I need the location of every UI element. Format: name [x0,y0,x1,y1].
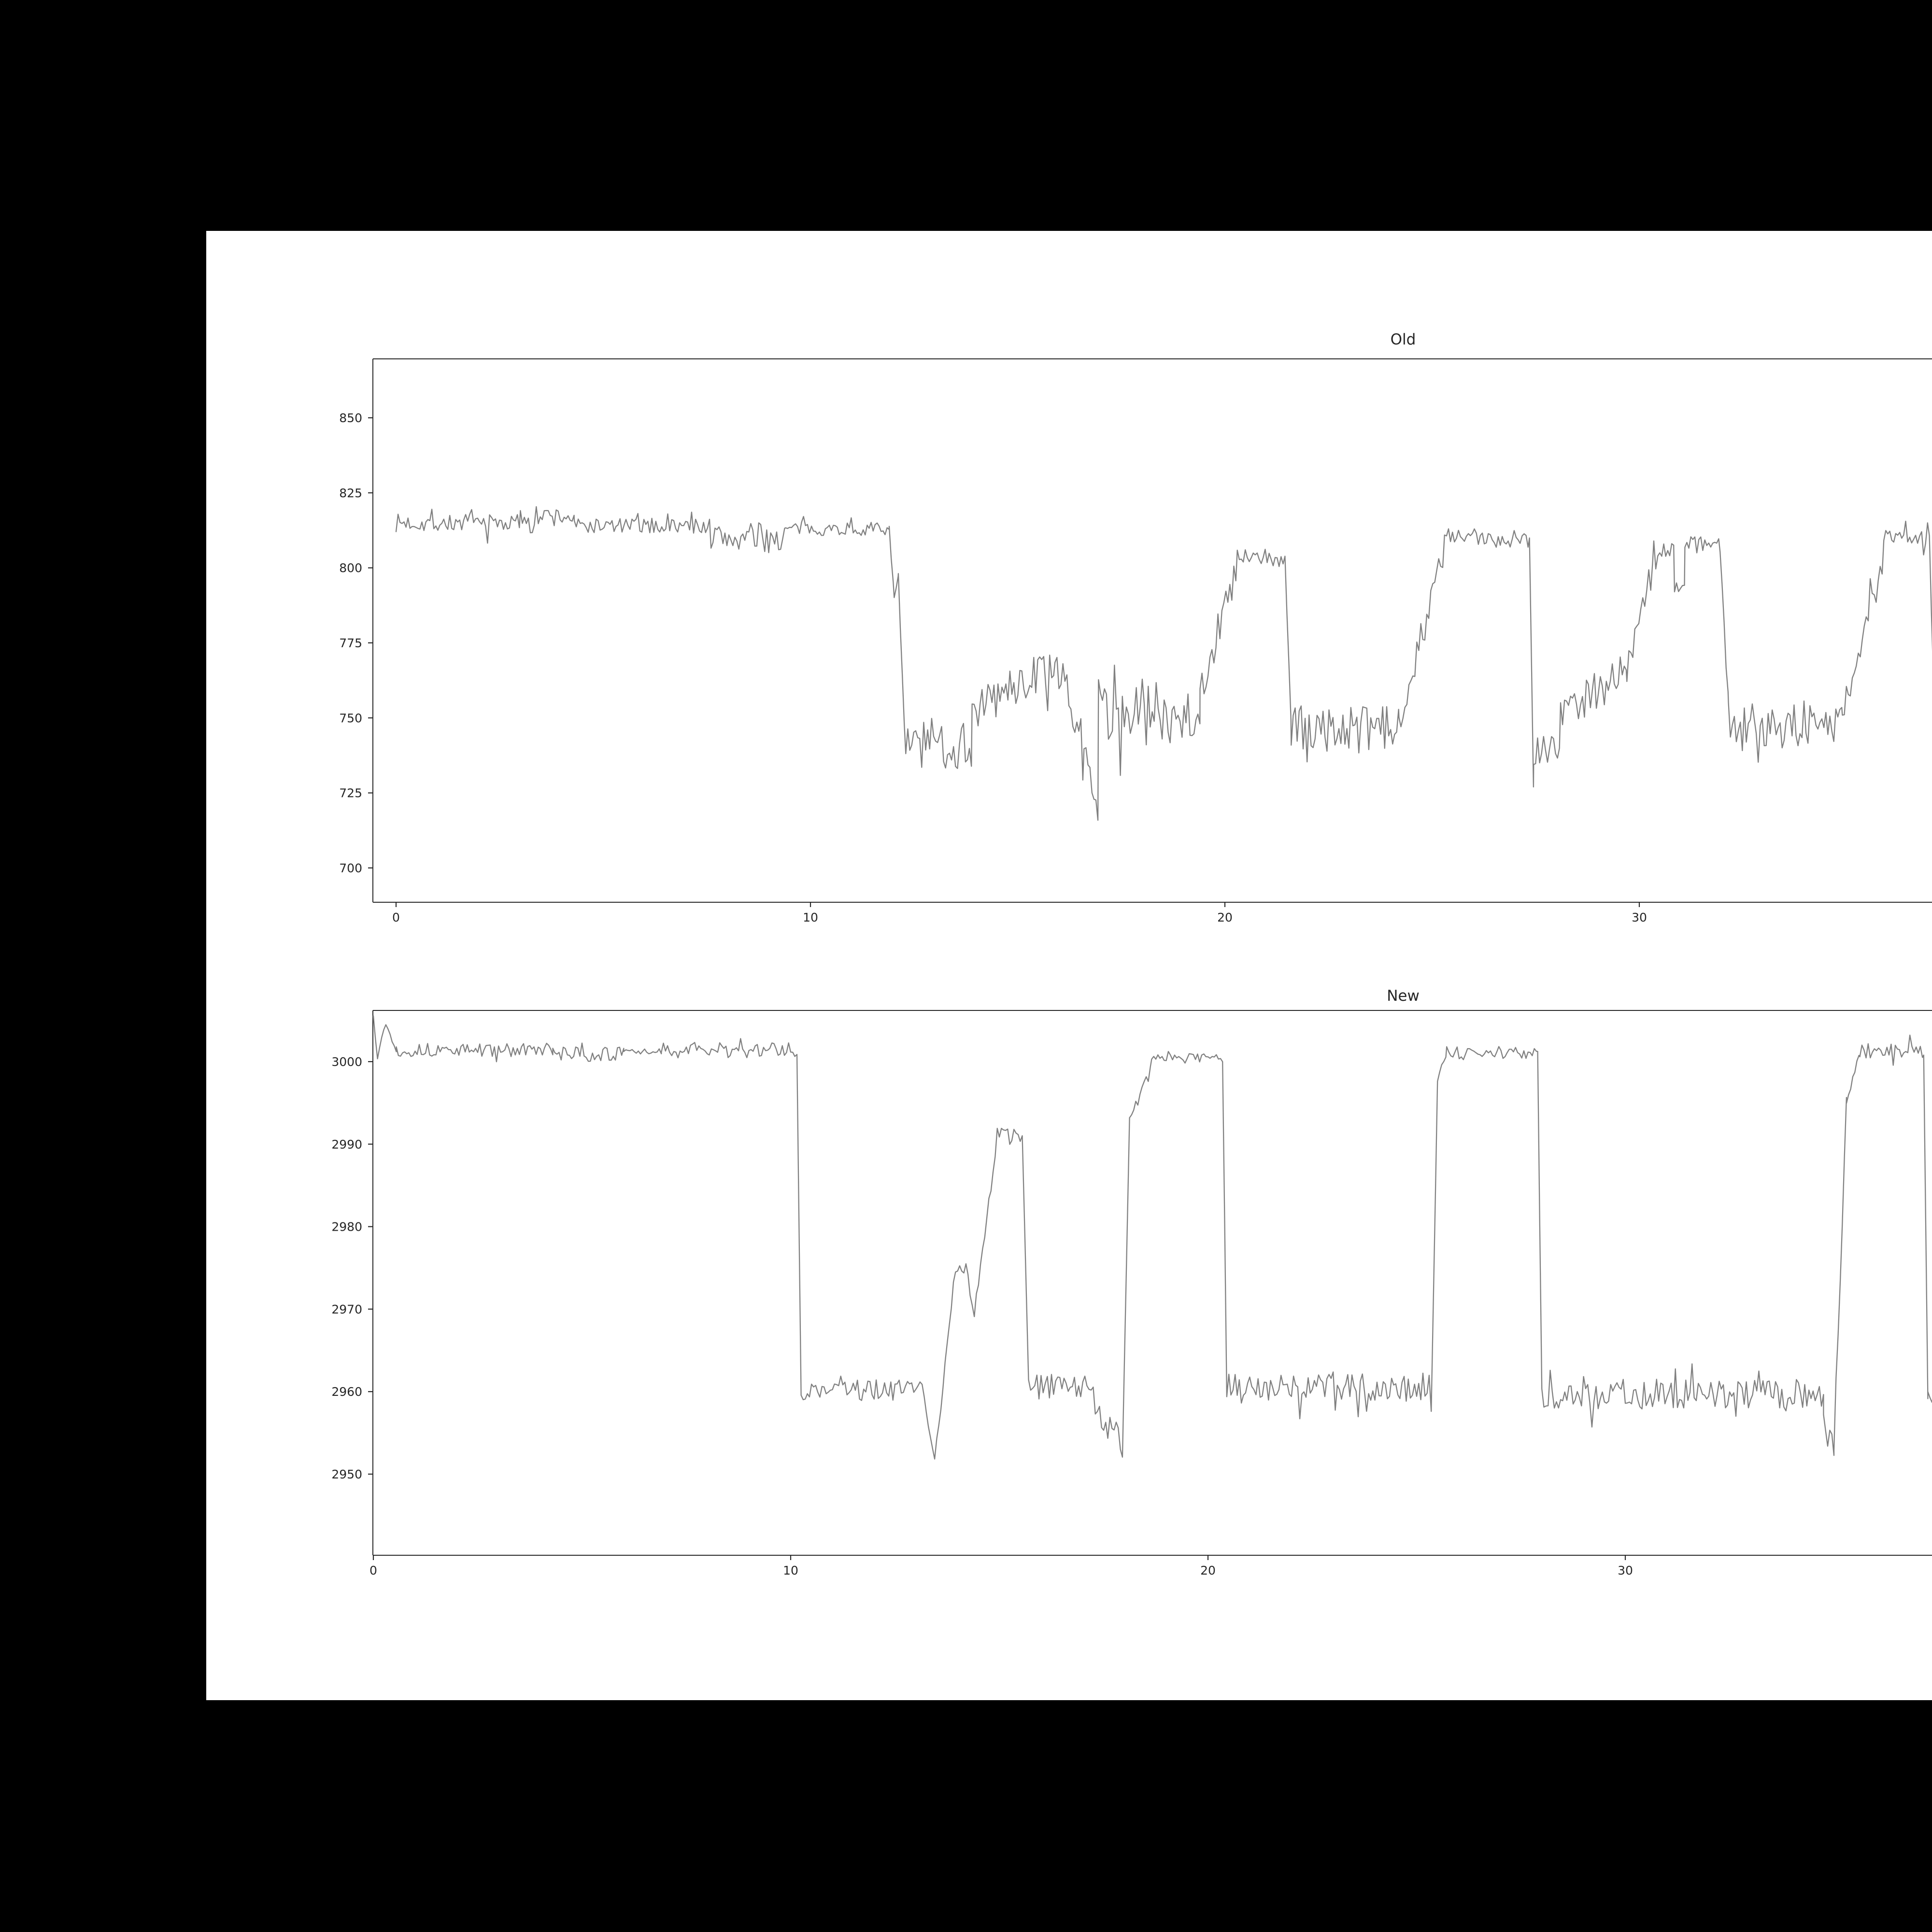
x-tick-label: 0 [392,910,400,924]
series-new-line [372,1015,1932,1460]
y-tick-label: 2970 [331,1302,362,1316]
chart-new: 0 10 20 30 3000 2990 2980 2970 2960 2950 [331,1010,1932,1577]
y-tick-label: 700 [339,861,362,875]
x-tick-label: 20 [1200,1563,1216,1577]
x-tick-label: 0 [369,1563,377,1577]
x-tick-label: 30 [1618,1563,1633,1577]
y-tick-label: 775 [339,636,362,650]
chart-title-old: Old [1390,331,1416,348]
y-tick-label: 3000 [331,1055,362,1069]
y-tick-label: 2960 [331,1385,362,1399]
y-tick-label: 750 [339,711,362,725]
chart-title-new: New [1387,987,1420,1005]
figure-canvas [206,231,1932,1700]
y-tick-label: 2990 [331,1137,362,1151]
x-tick-label: 10 [783,1563,798,1577]
y-tick-label: 2950 [331,1467,362,1481]
x-tick-label: 30 [1632,910,1647,924]
y-tick-label: 2980 [331,1220,362,1234]
y-tick-label: 800 [339,561,362,575]
x-tick-label: 10 [803,910,818,924]
y-tick-label: 825 [339,486,362,500]
y-tick-label: 725 [339,786,362,800]
series-old-line [395,506,1932,821]
x-tick-label: 20 [1217,910,1233,924]
y-tick-label: 850 [339,411,362,425]
chart-old: 0 10 20 30 850 825 800 775 750 725 700 [339,358,1932,924]
